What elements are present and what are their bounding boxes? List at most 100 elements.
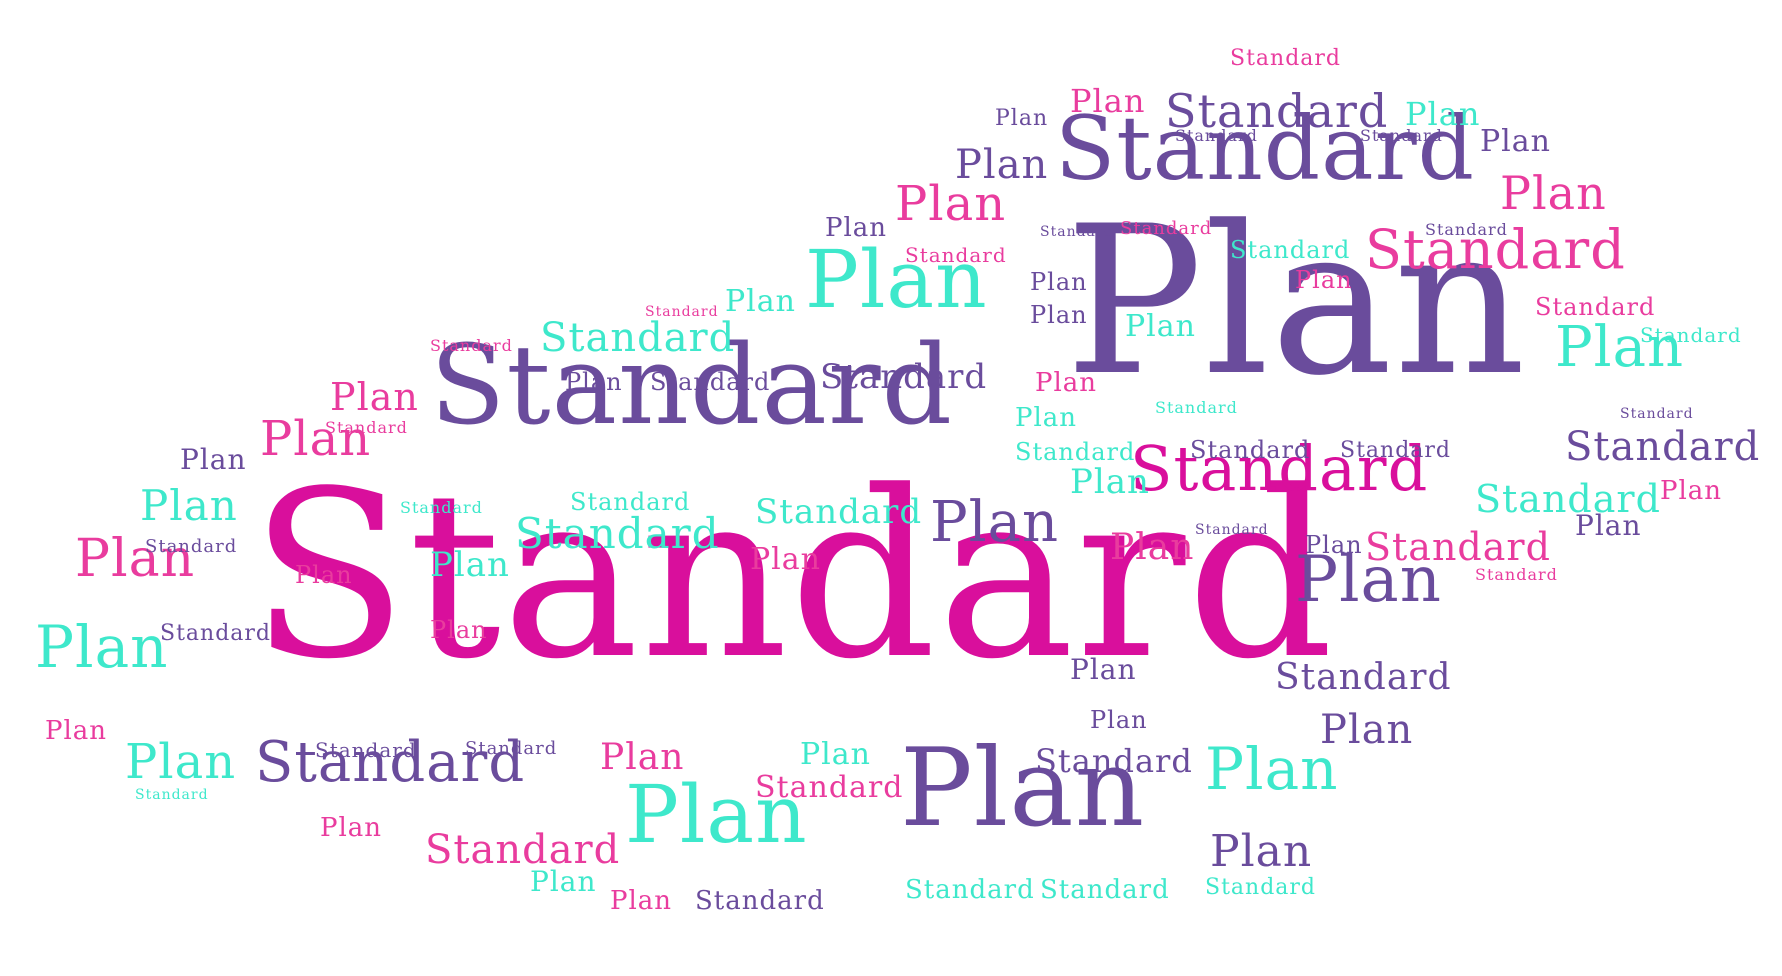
word-standard-purple-lower-mid: Standard [1035, 742, 1193, 780]
word-plan-purple-small-mid: Plan [1030, 268, 1088, 296]
word-plan-purple-tiny-top: Plan [995, 106, 1049, 131]
word-plan-purple-small-far-left: Plan [180, 443, 247, 476]
word-standard-purple-tiny-right-2: Standard [1620, 406, 1694, 422]
word-standard-purple-tiny-top-right: Standard [1360, 126, 1443, 145]
word-plan-purple-small-upper: Plan [825, 213, 888, 243]
word-plan-pink-small-far-left: Plan [45, 716, 108, 746]
word-standard-largest: Standard [250, 443, 1335, 710]
word-standard-pink-right-mid: Standard [1365, 525, 1551, 569]
word-plan-teal-top-right: Plan [1405, 95, 1481, 133]
word-standard-teal-tiny-left: Standard [400, 498, 483, 517]
word-plan-pink-left-upper: Plan [260, 411, 372, 467]
word-standard-teal-small-right: Standard [1640, 323, 1742, 347]
word-standard-teal-small-left: Standard [570, 488, 691, 516]
word-standard-purple-mid-upper: Standard [820, 357, 988, 397]
word-standard-teal-small-mid: Standard [1015, 438, 1136, 466]
word-standard-purple-right: Standard [1565, 424, 1761, 470]
word-standard-large-top: Standard [1055, 97, 1475, 200]
word-plan-large: Plan [1065, 183, 1527, 421]
word-plan-teal-small-bottom: Plan [530, 865, 597, 898]
word-plan-pink-small-bottom: Plan [610, 886, 673, 916]
word-plan-teal-left-lower: Plan [125, 734, 237, 790]
word-plan-pink-left-top: Plan [330, 375, 419, 419]
word-plan-teal-small-mid-3: Plan [1070, 462, 1150, 502]
word-standard-pink-small-upper: Standard [1120, 218, 1213, 239]
word-standard-teal-small-bottom-2: Standard [1040, 875, 1170, 905]
word-standard-purple-top: Standard [1165, 84, 1389, 138]
word-standard-purple-tiny-upper: Standard [1040, 224, 1114, 240]
word-plan-purple-small-lower-2: Plan [1090, 706, 1148, 734]
word-standard-pink-tiny-far-left: Standard [430, 336, 513, 355]
word-standard-pink-tiny-right: Standard [1475, 565, 1558, 584]
word-standard-purple-bottom: Standard [255, 730, 526, 795]
word-plan-purple-small-left: Plan [565, 368, 623, 396]
word-plan-pink-small-right: Plan [1295, 266, 1353, 294]
word-standard-purple-tiny-left: Standard [145, 536, 238, 557]
word-plan-pink-mid: Plan [1110, 527, 1195, 568]
word-standard-purple-tiny-lower: Standard [465, 738, 558, 759]
word-plan-pink-small-lower-left: Plan [320, 813, 383, 843]
word-plan-pink-upper: Plan [895, 176, 1007, 232]
word-standard-purple-small-bottom: Standard [695, 886, 825, 916]
word-plan-teal-left-upper: Plan [140, 481, 238, 530]
word-standard-purple-small-left: Standard [650, 368, 771, 396]
word-standard-pink-tiny-left: Standard [645, 304, 719, 320]
word-plan-purple-top-right: Plan [1480, 124, 1551, 159]
word-plan-teal-small-left: Plan [725, 284, 796, 319]
word-standard-purple-tiny-mid: Standard [1195, 522, 1269, 538]
word-plan-pink-small-right-2: Plan [1660, 476, 1723, 506]
word-plan-pink-small-mid-left: Plan [750, 542, 821, 577]
word-standard-pink-small-right: Standard [1535, 293, 1656, 321]
word-plan-pink-left: Plan [75, 529, 196, 589]
word-plan-purple-top-left: Plan [955, 142, 1049, 188]
word-standard-teal-mid: Standard [515, 509, 720, 558]
word-standard-purple-small-mid: Standard [1190, 436, 1311, 464]
word-plan-teal-right: Plan [1555, 315, 1685, 380]
word-plan-large-bottom: Plan [900, 726, 1146, 851]
word-plan-pink-lower: Plan [600, 737, 685, 778]
word-plan-teal-top: Plan [805, 233, 988, 326]
word-plan-pink-small-left-2: Plan [430, 616, 488, 644]
word-plan-teal-small-mid: Plan [1125, 309, 1196, 344]
word-standard-purple-small-far-left: Standard [160, 621, 271, 646]
word-standard-magenta-mid: Standard [1130, 432, 1429, 505]
word-plan-purple-bottom-right: Plan [1210, 826, 1313, 877]
word-plan-purple-right-lower: Plan [1320, 707, 1414, 753]
word-plan-teal-small-mid-2: Plan [1015, 403, 1078, 433]
word-plan-purple-small-right: Plan [1305, 531, 1363, 559]
word-plan-purple-small-lower: Plan [1070, 653, 1137, 686]
word-standard-purple-tiny-lower-left: Standard [315, 738, 417, 762]
word-standard-teal-right: Standard [1475, 477, 1661, 521]
word-plan-teal-bottom-right: Plan [1205, 735, 1339, 803]
word-standard-pink-lower: Standard [755, 770, 904, 805]
word-plan-pink-top: Plan [1070, 82, 1146, 120]
word-plan-teal-bottom: Plan [625, 768, 808, 861]
word-plan-purple-small-mid-2: Plan [1030, 301, 1088, 329]
word-standard-pink-tiny-left-2: Standard [325, 418, 408, 437]
word-plan-pink-small-left: Plan [295, 561, 353, 589]
word-standard-purple-tiny-top: Standard [1175, 126, 1258, 145]
word-plan-teal-left: Plan [35, 613, 169, 681]
word-standard-large: Standard [430, 321, 953, 449]
word-standard-teal-small-upper: Standard [1230, 236, 1351, 264]
word-plan-purple-mid: Plan [930, 490, 1060, 555]
word-plan-teal-lower-mid: Plan [800, 737, 871, 772]
word-plan-pink-small-mid: Plan [1035, 368, 1098, 398]
word-standard-teal-mid-right: Standard [755, 492, 923, 532]
word-standard-purple-right-lower: Standard [1275, 657, 1452, 698]
word-plan-pink-right-upper: Plan [1500, 166, 1607, 220]
word-plan-teal-small-left-2: Plan [430, 545, 510, 585]
word-standard-pink-right: Standard [1365, 218, 1626, 281]
word-standard-teal-small-bottom: Standard [905, 875, 1035, 905]
word-standard-pink-bottom: Standard [425, 827, 621, 873]
word-standard-teal-small-bottom-3: Standard [1205, 875, 1316, 900]
word-standard-teal-tiny-mid: Standard [1155, 398, 1238, 417]
word-standard-teal-tiny-far-left: Standard [135, 787, 209, 803]
word-standard-purple-small-mid-right: Standard [1340, 438, 1451, 463]
word-plan-purple-right: Plan [1295, 543, 1442, 617]
word-plan-purple-right-small: Plan [1575, 509, 1642, 542]
word-standard-pink-top: Standard [1230, 46, 1341, 71]
word-standard-purple-tiny-right: Standard [1425, 220, 1508, 239]
word-standard-teal-upper: Standard [540, 315, 736, 361]
